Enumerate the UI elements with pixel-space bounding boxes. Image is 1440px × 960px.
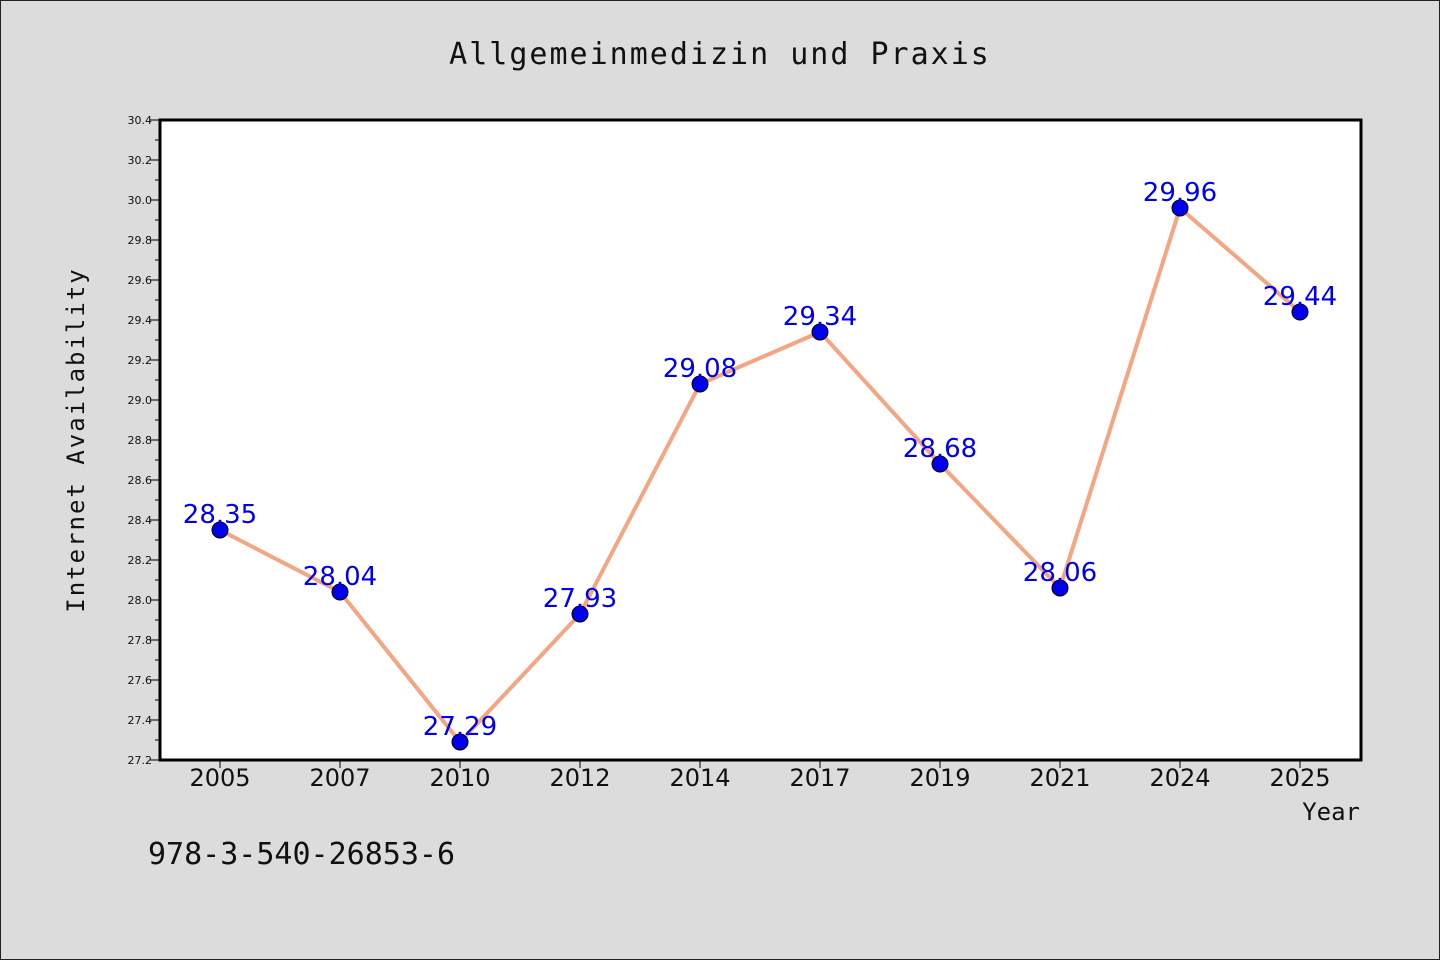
y-tick-label: 29.6 [128,274,153,287]
y-axis-label: Internet Availability [62,267,90,612]
x-tick-label: 2012 [549,764,610,792]
series-group: 28.35 28.04 27.29 27.93 29.08 29.34 28.68 28.06… [183,178,1337,751]
data-label: 27.93 [543,584,617,614]
data-label: 29.34 [783,302,857,332]
x-tick-label: 2010 [429,764,490,792]
y-tick-label: 27.6 [128,674,153,687]
y-tick-label: 29.2 [128,354,153,367]
x-tick-label: 2007 [309,764,370,792]
y-tick-label: 27.2 [128,754,153,767]
data-label: 29.96 [1143,178,1217,208]
data-point [1171,199,1189,217]
series-line [219,206,1302,744]
y-tick-label: 27.4 [128,714,153,727]
chart-title: Allgemeinmedizin und Praxis [449,37,991,72]
y-tick-label: 28.6 [128,474,153,487]
data-label: 29.44 [1263,282,1337,312]
y-tick-label: 28.4 [128,514,153,527]
y-tick-label: 30.4 [128,114,153,127]
y-tick-label: 29.8 [128,234,153,247]
data-label: 28.06 [1023,558,1097,588]
y-tick-label: 28.8 [128,434,153,447]
data-label: 28.68 [903,434,977,464]
data-point [451,733,469,751]
x-tick-label: 2005 [189,764,250,792]
x-tick-label: 2019 [909,764,970,792]
data-label: 28.35 [183,500,257,530]
y-tick-label: 28.2 [128,554,153,567]
data-point [571,605,589,623]
data-label: 28.04 [303,562,377,592]
data-point [691,375,709,393]
x-tick-label: 2025 [1269,764,1330,792]
y-tick-label: 29.0 [128,394,153,407]
y-tick-label: 28.0 [128,594,153,607]
x-axis-label: Year [1302,798,1360,826]
y-tick-label: 29.4 [128,314,153,327]
data-label: 27.29 [423,712,497,742]
y-tick-label: 30.2 [128,154,153,167]
data-point [931,455,949,473]
x-tick-label: 2014 [669,764,730,792]
data-point [811,323,829,341]
y-tick-label: 30.0 [128,194,153,207]
y-tick-label: 27.8 [128,634,153,647]
data-label: 29.08 [663,354,737,384]
data-point [331,583,349,601]
plot-area [158,118,1363,762]
data-point [1051,579,1069,597]
y-axis: 27.2 27.4 27.6 27.8 28.0 28.2 28.4 28.6 28.8 29.0… [128,114,160,767]
x-tick-label: 2021 [1029,764,1090,792]
isbn-text: 978-3-540-26853-6 [148,837,455,872]
x-tick-label: 2024 [1149,764,1210,792]
data-point [1291,303,1309,321]
data-point [211,521,229,539]
x-tick-label: 2017 [789,764,850,792]
x-axis: 2005 2007 2010 2012 2014 2017 2019 2021 2024 2025 [189,760,1331,792]
